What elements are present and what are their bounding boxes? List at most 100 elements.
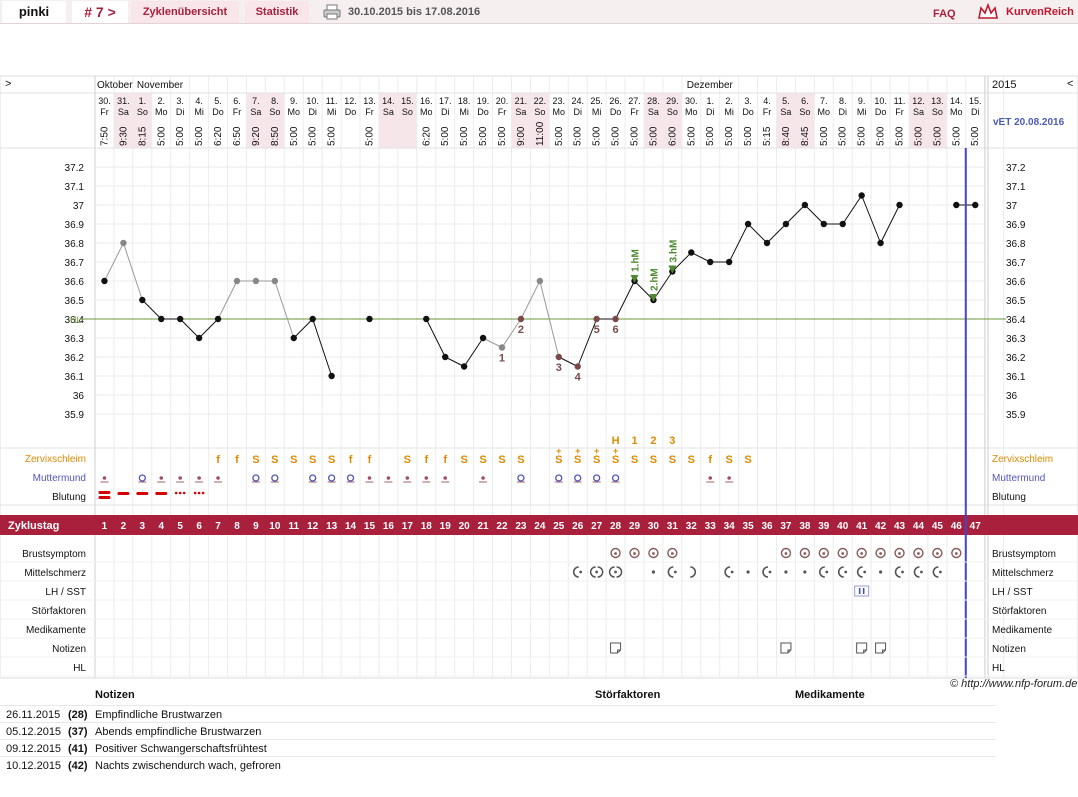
breast-symptom-dot: [803, 552, 807, 555]
day-time: 11:00: [535, 121, 546, 146]
cervix-open-icon: [252, 474, 260, 482]
y-tick-right: 36.3: [1006, 334, 1026, 345]
weekend-column: [511, 93, 531, 148]
faq-link[interactable]: FAQ: [933, 8, 956, 20]
cervix-closed-icon: [424, 476, 429, 480]
day-weekday: Fr: [233, 107, 242, 117]
temp-line-segment: [691, 252, 711, 263]
breast-symptom-dot: [614, 552, 617, 555]
note-day: (41): [68, 743, 88, 755]
day-weekday: Fr: [498, 107, 507, 117]
day-date: 20.: [496, 96, 509, 106]
cervix-closed-icon: [197, 476, 201, 480]
day-date: 19.: [477, 96, 490, 106]
printer-icon[interactable]: [323, 4, 341, 20]
temp-point: [328, 372, 335, 380]
cycle-day-number: 22: [496, 521, 508, 532]
day-time: 5:00: [175, 126, 186, 146]
y-tick-right: 36.2: [1006, 353, 1026, 364]
temp-point: [366, 315, 373, 323]
temp-line-segment: [312, 318, 333, 377]
mucus-peak-mark: 1: [631, 435, 637, 447]
bleeding-spot-mark: [174, 491, 178, 495]
day-weekday: Di: [706, 107, 715, 117]
cycle-day-number: 16: [383, 521, 395, 532]
bleeding-heavy-mark: [98, 491, 111, 494]
day-weekday: Fr: [100, 107, 109, 117]
day-time: 5:00: [289, 126, 300, 146]
notes-col-header: Notizen: [95, 689, 135, 701]
collapse-left-arrow[interactable]: >: [5, 78, 11, 90]
tab-statistik[interactable]: Statistik: [245, 1, 309, 23]
note-day: (42): [68, 760, 88, 772]
mittelschmerz-left-icon: [856, 566, 863, 578]
cervix-open-icon: [555, 474, 563, 482]
y-tick-left: 36.8: [65, 239, 85, 250]
peak-triangle-icon: [649, 294, 658, 302]
weekend-column: [662, 93, 682, 148]
day-time: 5:00: [838, 126, 849, 146]
mittelschmerz-left-icon: [762, 566, 769, 578]
day-date: 27.: [628, 96, 641, 106]
mittelschmerz-dot-icon: [844, 570, 848, 574]
cycle-day-number: 41: [856, 521, 868, 532]
day-date: 29.: [666, 96, 679, 106]
note-date: 09.12.2015: [6, 743, 62, 755]
day-weekday: Fr: [895, 107, 904, 117]
bleeding-row-label: Blutung: [52, 492, 86, 503]
user-name[interactable]: pinki: [2, 1, 66, 23]
day-time: 5:00: [327, 126, 338, 146]
temp-point: [782, 220, 790, 228]
mucus-mark: S: [517, 454, 524, 466]
day-weekday: Sa: [118, 107, 129, 117]
cervix-open-icon: [592, 474, 601, 482]
cycle-day-number: 5: [177, 521, 183, 532]
symptom-row-label: Notizen: [52, 644, 86, 655]
cycle-day-number: 47: [970, 521, 982, 532]
y-tick-left: 36: [73, 391, 85, 402]
cervix-closed-icon: [386, 476, 391, 480]
breast-symptom-dot: [633, 552, 636, 555]
tab-zyklenuebersicht[interactable]: Zyklenübersicht: [131, 1, 239, 23]
note-text: Abends empfindliche Brustwarzen: [95, 726, 262, 738]
cycle-day-number: 2: [121, 521, 127, 532]
cycle-number-button[interactable]: # 7 >: [72, 1, 128, 23]
mucus-peak-mark: 2: [650, 435, 656, 447]
cycle-day-number: 17: [402, 521, 414, 532]
day-date: 11.: [894, 96, 906, 106]
day-weekday: Mi: [459, 107, 469, 117]
day-weekday: Sa: [913, 107, 924, 117]
day-date: 2.: [157, 96, 165, 106]
cycle-day-number: 42: [875, 521, 887, 532]
year-label: 2015: [992, 79, 1016, 91]
day-weekday: Di: [971, 107, 980, 117]
day-weekday: Mi: [857, 107, 867, 117]
note-icon-fold: [882, 649, 886, 653]
note-icon: [610, 642, 622, 654]
day-date: 7.: [820, 96, 828, 106]
cervix-closed-icon: [443, 476, 448, 480]
y-tick-right: 36.9: [1006, 220, 1026, 231]
temp-point: [498, 344, 506, 351]
weekend-column: [776, 93, 796, 148]
temp-line-segment: [766, 223, 787, 244]
cycle-day-number: 38: [799, 521, 811, 532]
weekend-column: [397, 93, 417, 148]
day-time: 6:20: [421, 126, 432, 146]
temp-point: [176, 315, 184, 323]
breast-symptom-icon: [856, 547, 867, 559]
y-tick-right: 37.2: [1006, 163, 1026, 174]
point-label: 5: [594, 324, 600, 336]
cycle-day-number: 20: [459, 521, 471, 532]
mittelschmerz-left-icon: [932, 566, 939, 578]
day-date: 15.: [969, 96, 982, 106]
cervix-open-icon: [271, 474, 279, 482]
kurvenreich-logo[interactable]: KurvenReich: [977, 2, 1077, 22]
symptom-row-label: Mittelschmerz: [24, 568, 86, 579]
day-time: 5:00: [630, 126, 641, 146]
cycle-day-number: 24: [534, 521, 546, 532]
collapse-right-arrow[interactable]: <: [1067, 78, 1073, 90]
day-time: 5:00: [611, 126, 622, 146]
temp-point: [574, 363, 581, 370]
note-date: 26.11.2015: [6, 709, 61, 721]
